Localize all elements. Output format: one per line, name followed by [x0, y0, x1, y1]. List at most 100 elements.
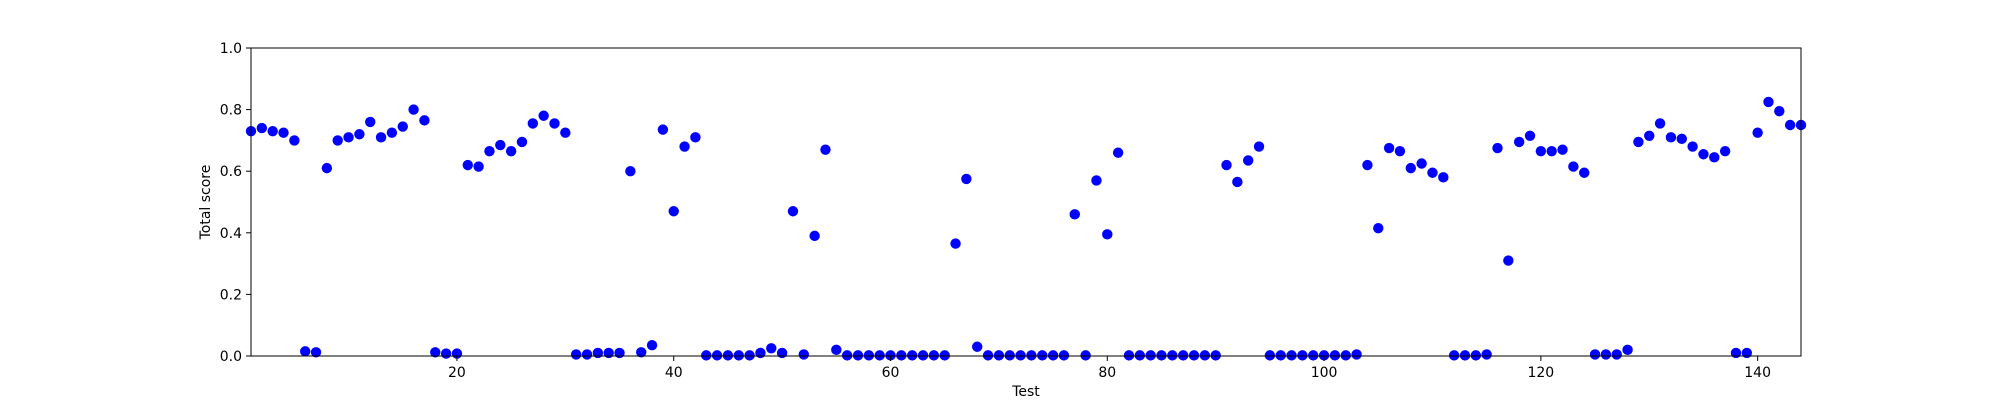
data-point	[972, 341, 983, 352]
data-point	[1654, 118, 1666, 129]
data-point	[386, 127, 398, 138]
data-point	[657, 124, 669, 135]
x-tick-label: 120	[1527, 365, 1554, 381]
data-point	[1329, 350, 1341, 361]
data-point	[1167, 350, 1178, 361]
y-tick-label: 0.0	[220, 349, 242, 365]
y-axis-ticks: 0.0 0.2 0.4 0.6 0.8 1.0	[220, 41, 251, 365]
data-point	[495, 139, 506, 151]
data-point	[473, 161, 484, 172]
data-point	[462, 159, 473, 171]
data-point	[852, 350, 864, 361]
data-point	[809, 230, 820, 242]
data-point	[1123, 350, 1135, 361]
data-point	[1633, 136, 1644, 148]
data-point	[874, 350, 885, 361]
data-point	[1481, 349, 1492, 360]
data-point	[603, 347, 614, 359]
data-point	[1774, 105, 1785, 117]
data-point	[906, 350, 918, 361]
data-point	[1665, 132, 1677, 143]
data-point	[863, 350, 875, 361]
x-tick-label: 80	[1098, 365, 1116, 381]
data-point	[267, 125, 278, 137]
data-point	[1741, 347, 1753, 359]
data-point	[570, 349, 582, 360]
data-point	[505, 145, 517, 157]
data-point	[1687, 141, 1698, 152]
data-point	[408, 104, 419, 115]
data-point	[1492, 142, 1503, 154]
data-point	[256, 122, 268, 134]
data-point	[419, 115, 430, 126]
data-point	[1600, 349, 1612, 360]
data-point	[961, 173, 972, 185]
data-point	[1015, 350, 1026, 361]
data-point	[1102, 229, 1113, 240]
data-point	[1394, 145, 1406, 157]
data-point	[1709, 152, 1720, 163]
data-point	[928, 350, 940, 361]
y-tick-label: 0.8	[220, 103, 242, 119]
data-point	[841, 350, 853, 361]
data-point	[1275, 350, 1286, 361]
x-tick-label: 60	[882, 365, 900, 381]
data-point	[332, 135, 343, 146]
data-point	[1080, 350, 1091, 361]
data-point	[1524, 130, 1536, 141]
data-point	[1221, 159, 1232, 171]
data-point	[711, 350, 723, 361]
data-point	[278, 127, 289, 138]
data-point	[1438, 172, 1449, 183]
data-point	[1145, 350, 1156, 361]
data-point	[1069, 209, 1080, 220]
data-point	[701, 350, 712, 361]
y-tick-label: 0.2	[220, 287, 242, 303]
data-point	[1622, 344, 1633, 356]
data-point	[614, 347, 625, 359]
data-point	[1264, 350, 1276, 361]
y-axis-label: Total score	[198, 165, 214, 241]
data-point	[1156, 350, 1167, 361]
data-point	[538, 110, 549, 121]
data-point	[1253, 141, 1265, 152]
data-point	[592, 347, 604, 359]
data-point	[1448, 350, 1460, 361]
data-point	[560, 127, 571, 138]
data-point	[1232, 176, 1243, 188]
data-point	[896, 350, 907, 361]
data-point	[354, 129, 365, 140]
data-point	[1557, 144, 1568, 155]
x-tick-label: 100	[1311, 365, 1338, 381]
data-point	[375, 132, 387, 143]
data-point	[1210, 350, 1221, 361]
data-point	[321, 162, 333, 174]
data-point	[939, 350, 950, 361]
data-point	[1091, 175, 1102, 186]
data-point	[1177, 350, 1189, 361]
x-axis-ticks: 20 40 60 80 100 120 140	[448, 356, 1771, 381]
y-tick-label: 0.6	[220, 164, 242, 180]
data-point	[440, 348, 452, 359]
data-point	[625, 166, 636, 177]
data-point	[1644, 130, 1655, 141]
data-point	[397, 121, 408, 132]
data-point	[1719, 145, 1731, 157]
data-point	[1676, 133, 1687, 145]
data-point	[820, 144, 831, 155]
data-point	[950, 238, 961, 249]
data-point	[1047, 350, 1059, 361]
data-point	[1589, 349, 1601, 360]
data-point	[1503, 255, 1514, 266]
data-point	[1579, 167, 1590, 178]
data-point	[690, 132, 701, 143]
data-point	[722, 350, 734, 361]
data-point	[1698, 149, 1709, 160]
data-point	[365, 116, 376, 128]
data-point	[1362, 159, 1373, 171]
data-point	[636, 347, 647, 358]
data-points	[245, 96, 1807, 361]
x-tick-label: 40	[665, 365, 683, 381]
y-tick-label: 1.0	[220, 41, 242, 57]
